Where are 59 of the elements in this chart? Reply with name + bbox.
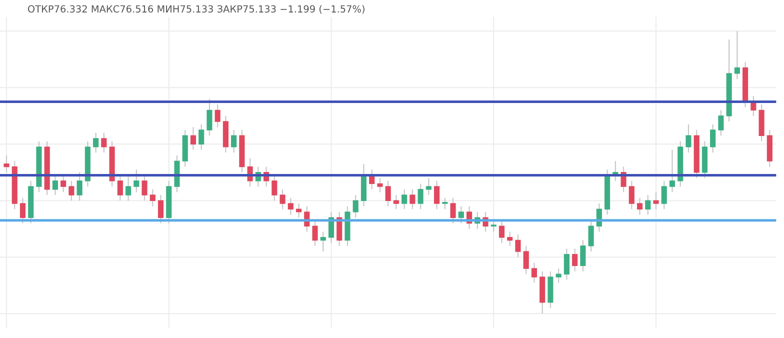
candlestick [288, 197, 294, 216]
candlestick [393, 194, 399, 210]
candlestick [434, 180, 440, 210]
candlestick [20, 197, 26, 224]
candlestick [686, 124, 692, 154]
candlestick [52, 174, 58, 196]
candlestick [628, 180, 634, 210]
candlestick [490, 220, 496, 232]
candlestick [661, 180, 667, 210]
candlestick [580, 240, 586, 272]
candlestick [450, 197, 456, 224]
candlestick [385, 180, 391, 207]
candlestick [531, 262, 538, 284]
candlestick [272, 174, 278, 202]
candlestick [4, 154, 10, 173]
candlestick [76, 172, 82, 202]
candlestick [556, 268, 562, 284]
candlestick [93, 132, 99, 154]
candlestick [117, 174, 123, 202]
candlestick [653, 192, 659, 210]
candlestick [710, 124, 716, 154]
candlestick [142, 174, 148, 202]
text: ОТКР76.332 МАКС76.516 МИН75.133 ЗАКР75.133 −1.199 (−1.57%) [28, 5, 364, 14]
candlestick [515, 234, 521, 258]
candlestick [418, 183, 424, 210]
candlestick [669, 149, 676, 193]
candlestick [312, 220, 318, 246]
candlestick [231, 129, 237, 154]
candlestick [352, 194, 358, 218]
candlestick [426, 177, 432, 196]
candlestick [734, 30, 740, 80]
candlestick [377, 177, 383, 193]
candlestick [498, 220, 505, 244]
candlestick [402, 188, 408, 210]
candlestick [125, 174, 132, 202]
candlestick [442, 197, 448, 210]
candlestick [410, 188, 416, 210]
candlestick [588, 220, 594, 252]
candlestick [101, 132, 107, 154]
candlestick [320, 231, 326, 252]
candlestick [645, 194, 651, 216]
candlestick [158, 194, 164, 224]
candlestick [636, 197, 643, 216]
candlestick [150, 188, 156, 207]
candlestick [296, 202, 302, 218]
candlestick [280, 188, 286, 210]
candlestick [206, 98, 212, 136]
candlestick [523, 245, 529, 275]
candlestick [507, 231, 513, 246]
candlestick [718, 110, 724, 136]
candlestick [214, 104, 220, 128]
candlestick [564, 248, 570, 280]
candlestick [198, 124, 204, 150]
candlestick [68, 180, 74, 202]
candlestick [190, 126, 196, 150]
candlestick [458, 206, 464, 224]
candlestick [572, 248, 578, 272]
candlestick [134, 169, 140, 193]
candlestick [60, 174, 66, 193]
